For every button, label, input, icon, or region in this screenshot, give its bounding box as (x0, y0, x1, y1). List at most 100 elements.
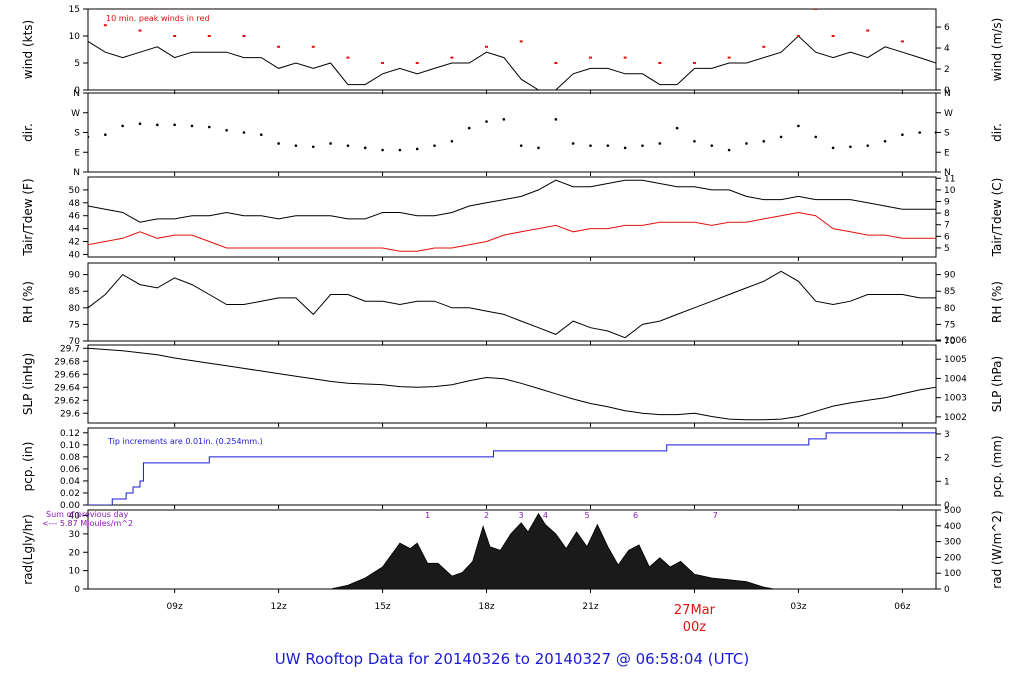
y-axis-label-right: rad (W/m^2) (990, 510, 1004, 588)
right-tick-label: 9 (944, 197, 950, 207)
direction-point (658, 142, 662, 145)
right-tick-label: N (944, 168, 951, 178)
right-tick-label: E (944, 148, 950, 158)
left-tick-label: 29.68 (54, 357, 80, 367)
direction-point (415, 147, 419, 151)
left-tick-label: 80 (69, 304, 81, 314)
direction-point (797, 124, 800, 128)
daily-sum-value: <--- 5.87 MJoules/m^2 (42, 519, 133, 528)
peak-wind-mark (277, 45, 281, 48)
right-tick-label: 6 (944, 23, 950, 33)
left-tick-label: 75 (69, 320, 80, 330)
left-tick-label: 40 (69, 250, 81, 260)
panel-frame (87, 8, 937, 91)
direction-point (88, 135, 90, 139)
direction-point (866, 144, 870, 147)
direction-point (207, 125, 211, 129)
panel-frame (87, 176, 937, 258)
hour-marker: 1 (425, 511, 430, 520)
direction-point (779, 135, 783, 139)
direction-point (814, 135, 818, 139)
right-tick-label: 2 (944, 454, 950, 464)
tip-increment-note: Tip increments are 0.01in. (0.254mm.) (107, 437, 263, 446)
left-tick-label: 29.7 (60, 344, 80, 354)
direction-point (346, 144, 350, 147)
right-tick-label: 300 (944, 538, 961, 548)
x-tick-label: 21z (582, 602, 598, 612)
direction-point (363, 146, 367, 150)
peak-wind-mark (658, 62, 662, 64)
direction-point (467, 126, 471, 130)
panel-relative-humidity: 70 75 80 85 90 70 75 80 85 90 RH (%) RH (%) (21, 262, 1004, 347)
y-axis-label-right: SLP (hPa) (990, 356, 1004, 412)
direction-point (623, 146, 627, 150)
peak-wind-mark (554, 62, 558, 64)
peak-wind-mark (173, 35, 177, 37)
series-line-relative-humidity (88, 270, 936, 339)
left-tick-label: N (73, 168, 80, 178)
peak-wind-mark (519, 40, 523, 43)
right-tick-label: 1004 (944, 374, 967, 384)
right-tick-label: 85 (944, 287, 955, 297)
direction-point (138, 122, 142, 126)
y-axis-label: RH (%) (21, 281, 35, 323)
wind-peak-note: 10 min. peak winds in red (106, 14, 210, 23)
left-tick-label: 46 (69, 212, 81, 222)
panel-frame (87, 344, 937, 424)
direction-point (502, 118, 506, 121)
direction-point (121, 124, 124, 128)
direction-point (641, 144, 644, 147)
right-tick-label: 2 (944, 65, 950, 75)
peak-wind-mark (485, 45, 489, 48)
left-tick-label: 0.08 (60, 453, 80, 463)
plot-area (88, 270, 936, 339)
peak-wind-mark (900, 40, 904, 43)
peak-wind-mark (450, 56, 454, 59)
direction-point (277, 142, 280, 145)
peak-wind-mark (727, 56, 731, 59)
left-tick-label: 50 (69, 186, 81, 196)
left-tick-label: 90 (69, 271, 81, 281)
direction-point (311, 145, 315, 149)
plot-area (88, 432, 936, 505)
right-tick-label: 80 (944, 304, 956, 314)
right-tick-label: 10 (944, 186, 956, 196)
peak-wind-mark (796, 35, 800, 37)
right-tick-label: S (944, 129, 950, 139)
hour-marker: 6 (633, 511, 638, 520)
y-axis-label: SLP (inHg) (21, 353, 35, 415)
direction-point (190, 124, 194, 128)
left-tick-label: 30 (69, 530, 81, 540)
y-axis-label: Tair/Tdew (F) (21, 178, 35, 256)
right-tick-label: 100 (944, 569, 961, 579)
panel-precipitation: 0.00 0.02 0.04 0.06 0.08 0.10 0.12 0 1 2 3 pcp. (in… (21, 427, 1004, 511)
left-tick-label: 0 (74, 585, 80, 595)
x-tick-label: 18z (478, 602, 494, 612)
left-tick-label: 85 (69, 287, 80, 297)
left-tick-label: 5 (74, 59, 80, 69)
right-tick-label: 1002 (944, 413, 967, 423)
right-tick-label: N (944, 89, 951, 99)
x-tick-label: 12z (271, 602, 287, 612)
y-axis-label: rad(Lgly/hr) (21, 514, 35, 585)
right-tick-label: 400 (944, 522, 961, 532)
right-tick-label: 1 (944, 477, 950, 487)
panel-frame (87, 262, 937, 342)
direction-point (934, 131, 936, 134)
x-axis: 09z 12z 15z 18z 21z 03z 06z 27Mar 00z (167, 602, 911, 635)
right-tick-label: W (944, 109, 953, 119)
direction-point (104, 133, 107, 136)
left-tick-label: 48 (69, 199, 81, 209)
direction-point (901, 133, 904, 136)
series-line-Tdew (88, 211, 936, 252)
left-tick-label: N (73, 89, 80, 99)
daily-sum-label: Sum of previous day (46, 510, 128, 519)
left-tick-label: 0.04 (60, 477, 80, 487)
peak-wind-mark (415, 62, 419, 64)
y-axis-label: wind (kts) (21, 20, 35, 79)
left-tick-label: 0.12 (60, 429, 80, 439)
plot-area (88, 118, 936, 152)
panel-temperature: 40 42 44 46 48 50 5 67 8 910 11 Tair/Tdew (F) Tair/T… (21, 174, 1004, 261)
panel-sea-level-pressure: 29.6 29.62 29.64 29.66 29.68 29.7 1002 1003 1004… (21, 336, 1004, 427)
peak-wind-mark (103, 24, 107, 27)
